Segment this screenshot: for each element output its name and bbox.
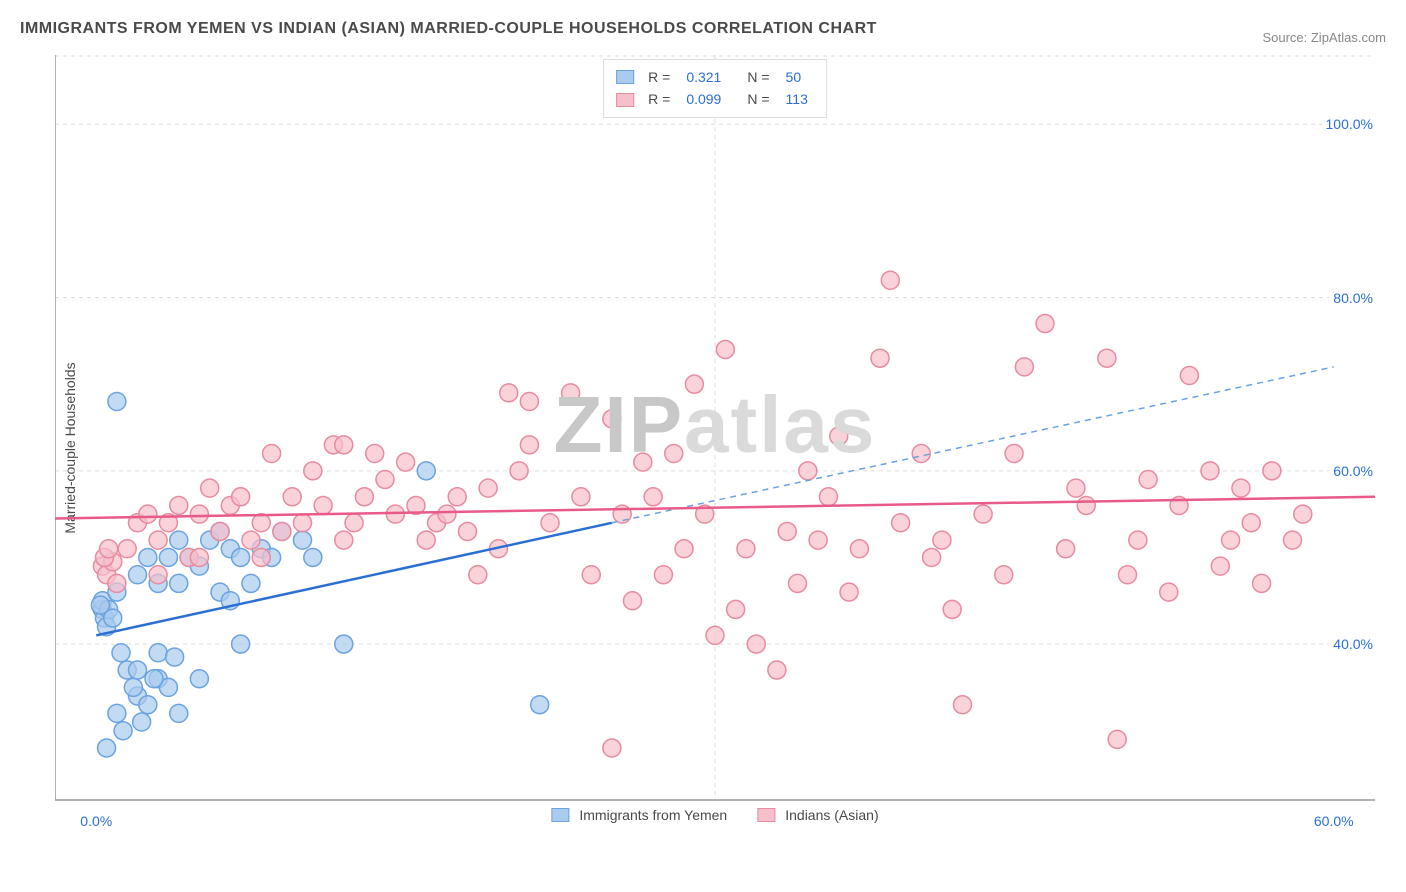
chart-title: IMMIGRANTS FROM YEMEN VS INDIAN (ASIAN) … [20,20,877,38]
scatter-plot [55,55,1375,825]
r-value: 0.099 [686,88,721,110]
r-label: R = [648,66,670,88]
legend-item: Immigrants from Yemen [551,807,727,823]
legend-swatch [616,70,634,84]
y-tick-label: 80.0% [1329,290,1377,306]
legend-swatch [757,808,775,822]
x-tick-label: 60.0% [1314,813,1354,829]
y-tick-label: 100.0% [1322,116,1377,132]
legend-top: R = 0.321 N = 50 R = 0.099 N = 113 [603,59,827,118]
legend-bottom: Immigrants from Yemen Indians (Asian) [551,807,878,823]
n-label: N = [747,88,769,110]
legend-item: Indians (Asian) [757,807,878,823]
n-value: 113 [786,88,808,110]
y-tick-label: 40.0% [1329,636,1377,652]
r-label: R = [648,88,670,110]
x-tick-label: 0.0% [80,813,112,829]
legend-swatch [551,808,569,822]
n-value: 50 [786,66,802,88]
source-label: Source: ZipAtlas.com [1262,30,1386,45]
chart-area: Married-couple Households ZIPatlas R = 0… [55,55,1375,825]
y-tick-label: 60.0% [1329,463,1377,479]
legend-row: R = 0.099 N = 113 [616,88,814,110]
legend-label: Immigrants from Yemen [579,807,727,823]
n-label: N = [747,66,769,88]
legend-label: Indians (Asian) [785,807,878,823]
r-value: 0.321 [686,66,721,88]
legend-row: R = 0.321 N = 50 [616,66,814,88]
legend-swatch [616,93,634,107]
